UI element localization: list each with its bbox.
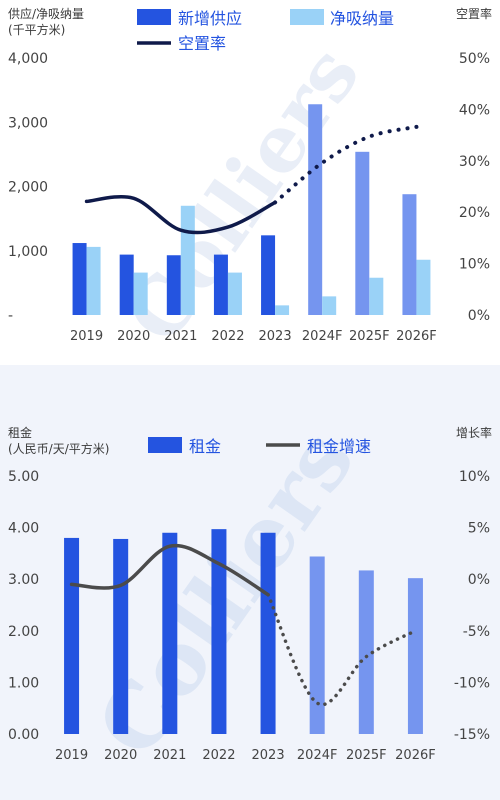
chart1-y-tick-label: 3,000	[8, 115, 48, 131]
rent-bar	[113, 538, 129, 734]
chart2-y-label-line2: (人民币/天/平方米)	[8, 441, 109, 456]
chart1-x-tick-label: 2026F	[396, 329, 437, 344]
rent-bar	[407, 578, 423, 734]
supply-bar	[261, 235, 276, 315]
chart1-y2-tick-label: 10%	[459, 257, 490, 273]
legend-label-vacancy: 空置率	[178, 34, 226, 53]
chart1-y2-label: 空置率	[456, 6, 492, 21]
chart2-x-tick-label: 2022	[202, 748, 235, 763]
absorption-bar	[322, 296, 337, 315]
chart2-legend: 租金 租金增速	[148, 437, 371, 456]
chart1-y2-tick-label: 20%	[459, 205, 490, 221]
chart2-y2-tick-label: 10%	[459, 469, 490, 485]
vacancy-line-actual	[84, 194, 277, 235]
rent-growth-line-forecast	[266, 592, 418, 707]
chart1-x-tick-label: 2021	[164, 329, 197, 344]
supply-bar	[119, 254, 134, 315]
chart1-y-tick-label: -	[8, 308, 13, 324]
chart2-x-tick-label: 2025F	[346, 748, 387, 763]
chart2-x-tick-label: 2024F	[297, 748, 338, 763]
chart1-y-label-line2: (千平方米)	[8, 22, 65, 37]
chart1-x-tick-label: 2019	[70, 329, 103, 344]
chart1-x-tick-label: 2023	[259, 329, 292, 344]
chart2-y2-tick-label: 0%	[468, 572, 490, 588]
chart2-y2-tick-label: -15%	[454, 727, 490, 743]
chart2-y-tick-label: 2.00	[8, 624, 39, 640]
chart1-axes: - 1,000 2,000 3,000 4,000 0% 10% 20% 30% 40% 50% 20…	[8, 51, 490, 344]
chart2-x-tick-label: 2023	[252, 748, 285, 763]
chart2-y-tick-label: 0.00	[8, 727, 39, 743]
chart1-x-tick-label: 2020	[117, 329, 150, 344]
absorption-bar	[227, 272, 242, 315]
chart2-x-tick-label: 2019	[55, 748, 88, 763]
chart2-y-tick-label: 3.00	[8, 572, 39, 588]
chart2-y-label-line1: 租金	[8, 425, 32, 440]
chart2-axes: 0.00 1.00 2.00 3.00 4.00 5.00 -15% -10% -5% 0% 5% 1…	[8, 469, 490, 763]
chart1-y2-tick-label: 40%	[459, 102, 490, 118]
absorption-bar	[86, 246, 101, 315]
absorption-bar	[133, 272, 148, 315]
chart2-y-tick-label: 5.00	[8, 469, 39, 485]
chart1-x-tick-label: 2025F	[349, 329, 390, 344]
legend-label-supply: 新增供应	[178, 9, 242, 28]
supply-bar	[72, 243, 87, 315]
rent-bar	[64, 537, 80, 734]
rent-bar	[211, 529, 227, 734]
supply-bar	[213, 254, 228, 315]
absorption-bar	[369, 277, 384, 315]
chart1-y-tick-label: 4,000	[8, 51, 48, 67]
chart1-y-label-line1: 供应/净吸纳量	[8, 6, 84, 21]
chart2-y-tick-label: 4.00	[8, 521, 39, 537]
chart1-y2-tick-label: 0%	[468, 308, 490, 324]
legend-swatch-rent	[148, 437, 182, 453]
supply-bar	[402, 194, 417, 315]
legend-label-rent: 租金	[189, 437, 221, 456]
legend-label-absorption: 净吸纳量	[330, 9, 394, 28]
absorption-bar	[275, 305, 290, 315]
legend-swatch-supply	[137, 9, 171, 25]
chart2-x-tick-label: 2020	[104, 748, 137, 763]
chart2-y2-tick-label: 5%	[468, 521, 490, 537]
legend-swatch-absorption	[290, 9, 324, 25]
absorption-bar	[180, 205, 195, 315]
rent-bar	[358, 570, 374, 734]
chart2-marks	[64, 529, 423, 734]
rent-bar	[309, 556, 325, 734]
chart1-y-tick-label: 1,000	[8, 244, 48, 260]
watermark-top: Colliers	[109, 30, 377, 359]
chart2-y-tick-label: 1.00	[8, 675, 39, 691]
supply-bar	[355, 151, 370, 315]
chart1-y-tick-label: 2,000	[8, 180, 48, 196]
chart2-y2-tick-label: -10%	[454, 675, 490, 691]
chart2-x-tick-label: 2026F	[395, 748, 436, 763]
chart1-marks	[72, 104, 431, 315]
absorption-bar	[416, 259, 431, 315]
chart2-x-tick-label: 2021	[153, 748, 186, 763]
rent-bar	[260, 532, 276, 734]
rent-bar	[162, 532, 178, 734]
chart1-x-tick-label: 2022	[211, 329, 244, 344]
supply-bar	[308, 104, 323, 315]
chart2-y2-label: 增长率	[456, 425, 492, 440]
vacancy-line-forecast	[273, 124, 419, 205]
chart2-y2-tick-label: -5%	[463, 624, 490, 640]
chart1-y2-tick-label: 30%	[459, 154, 490, 170]
rent-growth-line-actual	[69, 543, 270, 597]
legend-label-rent-growth: 租金增速	[307, 437, 371, 456]
supply-bar	[166, 255, 181, 315]
chart1-x-tick-label: 2024F	[302, 329, 343, 344]
chart1-y2-tick-label: 50%	[459, 51, 490, 67]
